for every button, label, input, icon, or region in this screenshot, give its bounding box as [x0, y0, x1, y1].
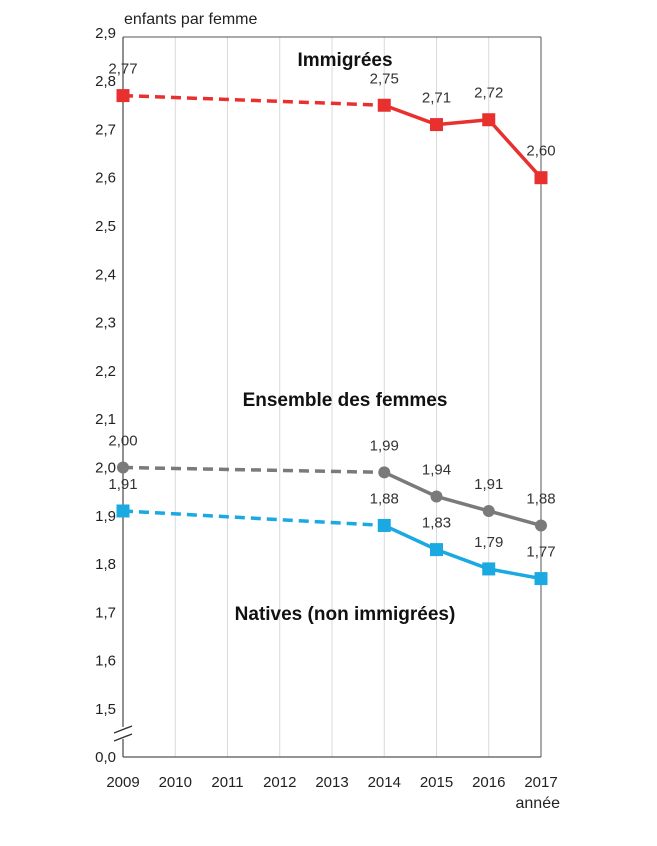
y-tick-label: 1,7: [95, 604, 116, 621]
dashed-segment: [122, 509, 385, 528]
y-tick-label: 0,0: [95, 749, 116, 766]
x-tick-label: 2014: [368, 774, 401, 791]
data-label: 2,75: [370, 70, 399, 87]
y-tick-label: 1,6: [95, 653, 116, 670]
y-tick-label: 2,0: [95, 460, 116, 477]
data-label: 2,72: [474, 85, 503, 102]
series-line: [383, 103, 543, 179]
dashed-segment: [122, 93, 385, 107]
data-label: 2,71: [422, 90, 451, 107]
series-title: Ensemble des femmes: [243, 390, 448, 411]
data-point-marker: [116, 89, 130, 103]
data-point-marker: [430, 118, 443, 132]
data-label: 1,99: [370, 437, 399, 454]
data-point-marker: [482, 504, 495, 517]
series-line: [383, 523, 542, 581]
y-tick-label: 2,1: [95, 411, 116, 428]
series-title: Natives (non immigrées): [235, 604, 456, 625]
data-label: 1,77: [526, 544, 555, 561]
data-point-marker: [534, 171, 548, 185]
data-point-marker: [117, 461, 129, 474]
tick-labels: 0,01,51,61,71,81,92,02,12,22,32,42,52,62…: [95, 25, 558, 791]
dashed-segment: [122, 465, 385, 475]
x-tick-label: 2017: [524, 774, 557, 791]
y-tick-label: 2,4: [95, 266, 116, 283]
data-point-marker: [377, 518, 391, 532]
data-label: 2,60: [526, 143, 555, 160]
x-tick-label: 2011: [211, 774, 243, 791]
data-label: 1,88: [370, 490, 399, 507]
data-point-marker: [430, 543, 443, 557]
data-label: 1,88: [526, 490, 555, 507]
data-point-marker: [377, 98, 391, 112]
x-tick-label: 2013: [315, 774, 348, 791]
series-line: [383, 470, 542, 528]
y-tick-label: 2,2: [95, 363, 116, 380]
series-2: 2,00 1,99 1,94 1,91 1,88: [108, 433, 556, 532]
y-tick-label: 2,5: [95, 218, 116, 235]
y-tick-label: 1,9: [95, 508, 116, 525]
axis-break-mark: [113, 725, 133, 734]
x-tick-label: 2015: [420, 774, 453, 791]
data-point-marker: [535, 519, 547, 532]
data-label: 1,91: [108, 476, 137, 493]
y-tick-label: 2,8: [95, 73, 116, 90]
series-titles: Immigrées Ensemble des femmes Natives (non…: [235, 50, 456, 625]
y-axis-label: enfants par femme: [124, 11, 258, 28]
data-point-marker: [482, 562, 496, 576]
axes: [113, 36, 542, 758]
data-label: 1,79: [474, 534, 503, 551]
series-3: 1,91 1,88 1,83 1,79 1,77: [108, 476, 556, 586]
y-tick-label: 2,6: [95, 170, 116, 187]
y-tick-label: 2,7: [95, 121, 116, 138]
data-label: 1,94: [422, 461, 451, 478]
y-tick-label: 1,8: [95, 556, 116, 573]
series-group: 2,77 2,75 2,71 2,72 2,60 2,00 1,99 1,94 1,91 1,88…: [108, 61, 556, 586]
data-point-marker: [430, 490, 443, 503]
data-label: 2,00: [108, 433, 137, 450]
x-tick-label: 2012: [263, 774, 296, 791]
data-label: 1,83: [422, 515, 451, 532]
x-axis-label: année: [516, 795, 561, 812]
data-label: 2,77: [108, 61, 137, 78]
x-tick-label: 2010: [159, 774, 192, 791]
data-point-marker: [116, 504, 130, 518]
x-tick-label: 2009: [106, 774, 139, 791]
data-point-marker: [482, 113, 496, 127]
series-title: Immigrées: [297, 50, 392, 71]
y-tick-label: 2,3: [95, 315, 116, 332]
x-tick-label: 2016: [472, 774, 505, 791]
grid: [174, 37, 542, 757]
axis-break-mark: [113, 733, 133, 742]
data-point-marker: [534, 572, 548, 586]
y-tick-label: 1,5: [95, 701, 116, 718]
data-point-marker: [378, 466, 391, 479]
series-1: 2,77 2,75 2,71 2,72 2,60: [108, 61, 556, 185]
y-tick-label: 2,9: [95, 25, 116, 42]
data-label: 1,91: [474, 476, 503, 493]
